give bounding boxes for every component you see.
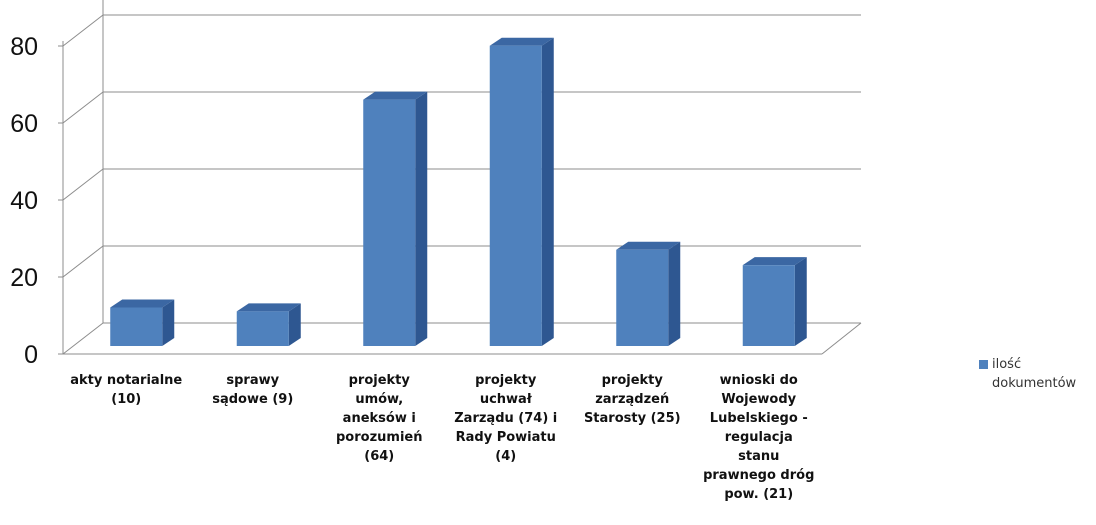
bar-side	[541, 37, 554, 346]
legend-swatch	[979, 360, 988, 369]
bar-top	[110, 299, 175, 308]
bar	[363, 99, 416, 346]
bar-top	[236, 303, 301, 312]
y-tick-label: 40	[10, 187, 38, 215]
gridline-side	[62, 168, 104, 201]
bar-side	[288, 303, 301, 346]
x-tick-label: projekty zarządzeń Starosty (25)	[583, 373, 681, 426]
x-tick-label: wnioski do Wojewody Lubelskiego - regula…	[703, 373, 815, 502]
legend: ilość dokumentów	[979, 355, 1096, 393]
x-tick-label: akty notarialne (10)	[70, 373, 183, 407]
bar	[489, 45, 542, 346]
bar-top	[742, 257, 807, 266]
gridline-side	[62, 245, 104, 278]
y-tick-label: 80	[10, 33, 38, 61]
y-tick-label: 20	[10, 264, 38, 292]
bar-top	[363, 91, 428, 100]
x-tick-label: sprawy sądowe (9)	[212, 373, 294, 407]
bar-side	[162, 299, 175, 346]
gridline-side	[62, 14, 104, 47]
y-tick-label: 0	[24, 341, 38, 369]
floor-right-edge	[821, 322, 862, 355]
bar-side	[415, 91, 428, 346]
bar-side	[794, 257, 807, 346]
bar-side	[668, 241, 681, 346]
legend-label: ilość dokumentów	[992, 357, 1077, 391]
gridline-side	[62, 322, 104, 355]
x-tick-label: projekty umów, aneksów i porozumień (64)	[336, 373, 423, 464]
bar	[742, 265, 795, 346]
gridline-side	[62, 91, 104, 124]
bar	[236, 311, 289, 346]
x-tick-label: projekty uchwał Zarządu (74) i Rady Powi…	[454, 373, 558, 464]
bar-top	[616, 241, 681, 250]
y-tick-label: 60	[10, 110, 38, 138]
bar	[616, 249, 669, 346]
bar	[110, 307, 163, 346]
bar-top	[489, 37, 554, 46]
